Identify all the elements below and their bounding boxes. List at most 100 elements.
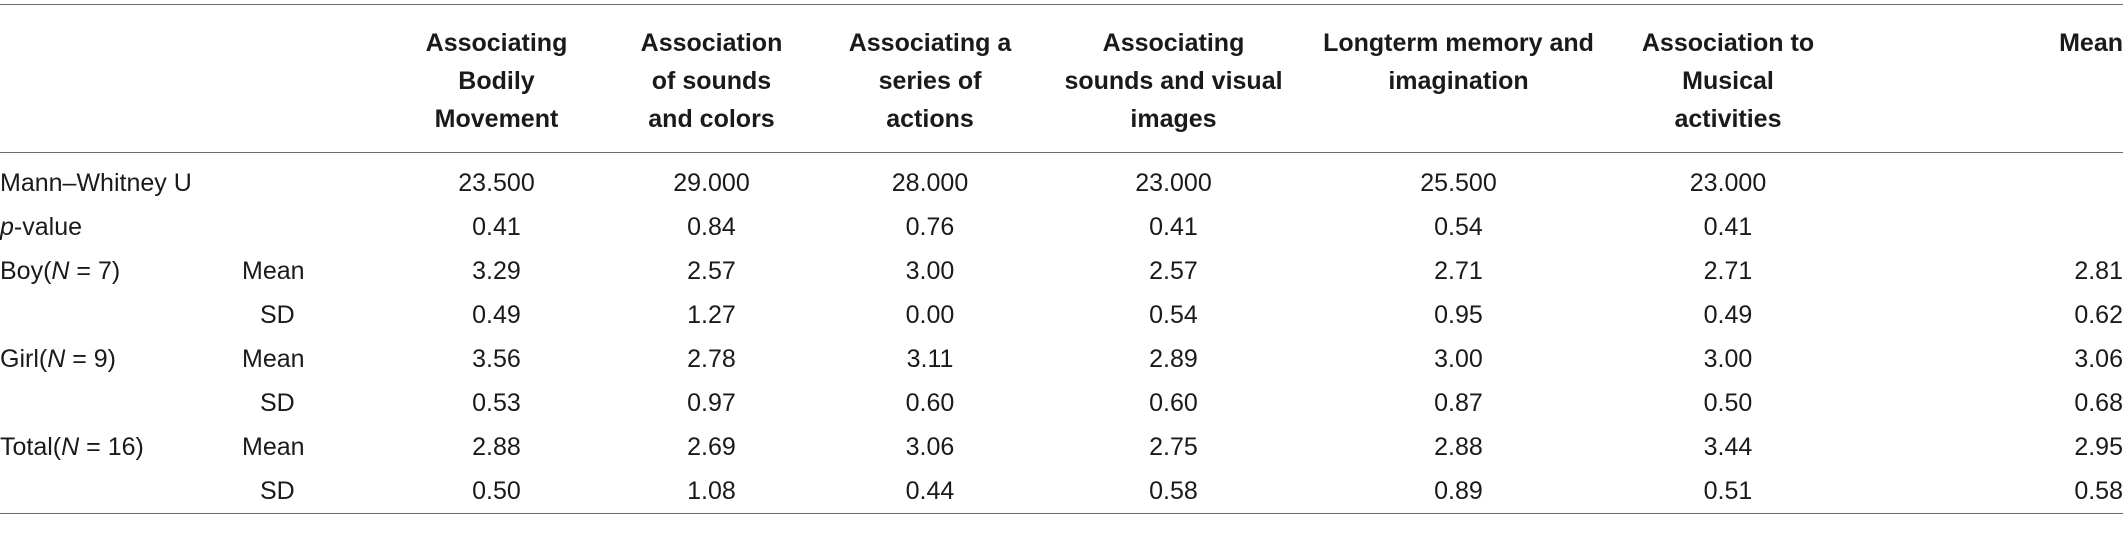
row-label-post: = 7) — [69, 257, 121, 285]
table-cell: 2.88 — [1434, 433, 1483, 461]
table-row-girl-mean: Girl(N = 9) Mean 3.56 2.78 3.11 2.89 3.0… — [0, 337, 2123, 381]
table-cell: 2.78 — [687, 345, 736, 373]
table-cell: 28.000 — [891, 169, 969, 197]
table-cell: 0.51 — [1606, 469, 1850, 514]
table-cell: 0.62 — [2074, 301, 2123, 329]
row-sublabel: SD — [260, 301, 295, 329]
table-cell: 0.97 — [687, 389, 736, 417]
table-cell: 0.84 — [687, 213, 736, 241]
statistics-table: Associating Bodily Movement Association … — [0, 4, 2123, 514]
row-sublabel: SD — [260, 389, 295, 417]
row-label: Mann–Whitney U — [0, 169, 192, 197]
table-cell: 23.000 — [1689, 169, 1767, 197]
header-association-musical: Association to Musical activities — [1606, 4, 1850, 153]
row-sublabel: SD — [228, 469, 394, 514]
row-label-empty — [0, 293, 228, 337]
row-label-italic: p — [0, 213, 14, 241]
table-cell: 25.500 — [1420, 169, 1497, 197]
table-cell: 0.49 — [472, 301, 521, 329]
row-label-post: = 9) — [65, 345, 117, 373]
table-cell: 0.50 — [394, 469, 599, 514]
table-cell: 2.71 — [1434, 257, 1483, 285]
table-cell: 0.41 — [1703, 213, 1753, 241]
table-cell: 0.89 — [1311, 469, 1606, 514]
row-label-pre: Total( — [0, 433, 62, 461]
table-cell: 0.41 — [1149, 213, 1198, 241]
row-label: p-value — [0, 205, 394, 249]
row-label-italic: N — [47, 345, 66, 373]
table-row-boy-sd: SD 0.49 1.27 0.00 0.54 0.95 0.49 0.62 — [0, 293, 2123, 337]
header-row: Associating Bodily Movement Association … — [0, 4, 2123, 153]
header-associating-series-actions: Associating a series of actions — [824, 4, 1036, 153]
table-cell: 3.00 — [905, 257, 955, 285]
table-cell: 0.54 — [1149, 301, 1198, 329]
table-cell: 2.88 — [472, 433, 521, 461]
table-cell: 3.06 — [2074, 345, 2123, 373]
row-label: Boy(N = 7) — [0, 249, 228, 293]
header-association-sounds-colors: Association of sounds and colors — [599, 4, 824, 153]
row-label-rest: -value — [13, 213, 82, 241]
row-label: Total(N = 16) — [0, 425, 228, 469]
table-cell: 23.500 — [458, 169, 535, 197]
row-sublabel: Mean — [242, 345, 305, 373]
row-label-post: = 16) — [79, 433, 144, 461]
row-label-pre: Boy( — [0, 257, 52, 285]
table-cell: 0.95 — [1434, 301, 1483, 329]
table-cell: 2.89 — [1149, 345, 1198, 373]
row-label-italic: N — [51, 257, 70, 285]
table-row-p-value: p-value 0.41 0.84 0.76 0.41 0.54 0.41 — [0, 205, 2123, 249]
table-cell: 3.06 — [905, 433, 955, 461]
table-cell — [1850, 205, 2123, 249]
table-cell: 2.57 — [1149, 257, 1198, 285]
table-cell: 2.95 — [2074, 433, 2123, 461]
row-label-empty — [0, 469, 228, 514]
header-mean: Mean — [1850, 4, 2123, 153]
table-cell: 3.29 — [472, 257, 521, 285]
table-cell: 0.76 — [905, 213, 955, 241]
table-cell: 0.54 — [1434, 213, 1483, 241]
table-cell: 0.87 — [1434, 389, 1483, 417]
table-cell: 29.000 — [673, 169, 750, 197]
table-cell: 0.41 — [472, 213, 521, 241]
row-label-pre: Girl( — [0, 345, 48, 373]
table-row-total-mean: Total(N = 16) Mean 2.88 2.69 3.06 2.75 2… — [0, 425, 2123, 469]
table-cell: 2.81 — [2074, 257, 2123, 285]
table-cell: 0.49 — [1703, 301, 1753, 329]
table-row-mann-whitney: Mann–Whitney U 23.500 29.000 28.000 23.0… — [0, 153, 2123, 206]
table-cell: 1.08 — [599, 469, 824, 514]
table-cell: 0.00 — [905, 301, 955, 329]
row-label: Girl(N = 9) — [0, 337, 228, 381]
table-cell: 0.58 — [1036, 469, 1311, 514]
table-cell — [1850, 153, 2123, 206]
table-cell: 2.69 — [687, 433, 736, 461]
table-cell: 23.000 — [1135, 169, 1212, 197]
table-cell: 2.75 — [1149, 433, 1198, 461]
table-cell: 0.68 — [2074, 389, 2123, 417]
table-cell: 0.44 — [824, 469, 1036, 514]
table-cell: 3.11 — [906, 345, 954, 373]
table-cell: 0.58 — [1850, 469, 2123, 514]
table-row-boy-mean: Boy(N = 7) Mean 3.29 2.57 3.00 2.57 2.71… — [0, 249, 2123, 293]
table-row-girl-sd: SD 0.53 0.97 0.60 0.60 0.87 0.50 0.68 — [0, 381, 2123, 425]
row-label-empty — [0, 381, 228, 425]
header-associating-bodily-movement: Associating Bodily Movement — [394, 4, 599, 153]
table-cell: 0.60 — [905, 389, 955, 417]
table-cell: 1.27 — [687, 301, 736, 329]
header-cell-sub-label — [228, 4, 394, 153]
table-cell: 2.57 — [687, 257, 736, 285]
table-cell: 2.71 — [1703, 257, 1753, 285]
header-longterm-memory: Longterm memory and imagination — [1311, 4, 1606, 153]
table-cell: 3.00 — [1434, 345, 1483, 373]
header-cell-row-label — [0, 4, 228, 153]
table-cell: 0.50 — [1703, 389, 1753, 417]
row-sublabel: Mean — [242, 433, 305, 461]
row-label-italic: N — [61, 433, 80, 461]
table-cell: 0.60 — [1149, 389, 1198, 417]
table-cell: 0.53 — [472, 389, 521, 417]
table-cell: 3.44 — [1703, 433, 1753, 461]
table-row-total-sd: SD 0.50 1.08 0.44 0.58 0.89 0.51 0.58 — [0, 469, 2123, 514]
header-associating-sounds-visual: Associating sounds and visual images — [1036, 4, 1311, 153]
table-cell: 3.56 — [472, 345, 521, 373]
table-cell: 3.00 — [1703, 345, 1753, 373]
